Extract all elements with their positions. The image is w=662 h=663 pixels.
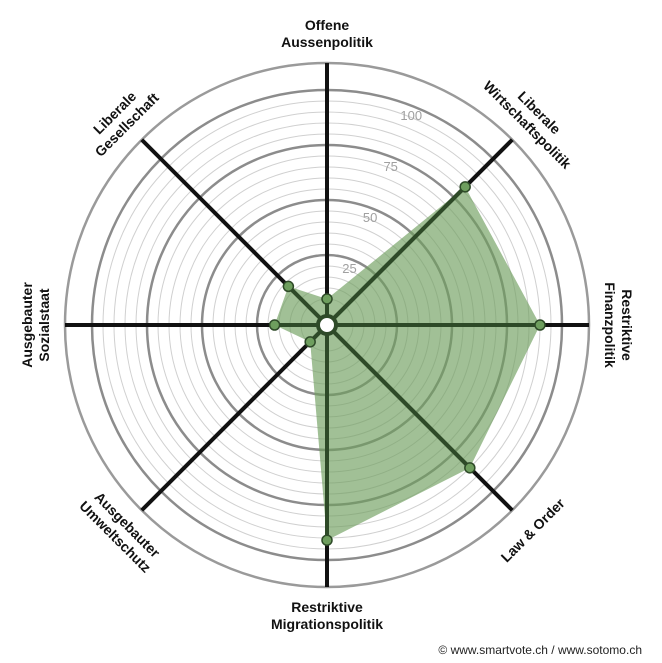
value-spoke [325, 323, 472, 470]
r-tick-label: 100 [400, 108, 422, 123]
spoke [140, 323, 329, 512]
center-hub [316, 314, 338, 336]
radar-area [274, 186, 540, 541]
value-marker [304, 336, 316, 348]
r-tick-label: 50 [363, 210, 377, 225]
value-spoke [325, 185, 467, 327]
value-marker [459, 181, 471, 193]
r-tick-label: 25 [342, 261, 356, 276]
credit: © www.smartvote.ch / www.sotomo.ch [438, 643, 642, 657]
axis-label: Offene Aussenpolitik [281, 17, 373, 50]
axis-label: Restriktive Finanzpolitik [602, 282, 635, 368]
axis-label: Restriktive Migrationspolitik [271, 599, 383, 632]
value-marker [321, 534, 333, 546]
r-tick-label: 75 [383, 159, 397, 174]
value-marker [464, 462, 476, 474]
value-marker [534, 319, 546, 331]
value-marker [282, 280, 295, 293]
value-marker [321, 293, 333, 305]
axis-label: Ausgebauter Sozialstaat [19, 282, 52, 368]
value-marker [268, 319, 281, 331]
